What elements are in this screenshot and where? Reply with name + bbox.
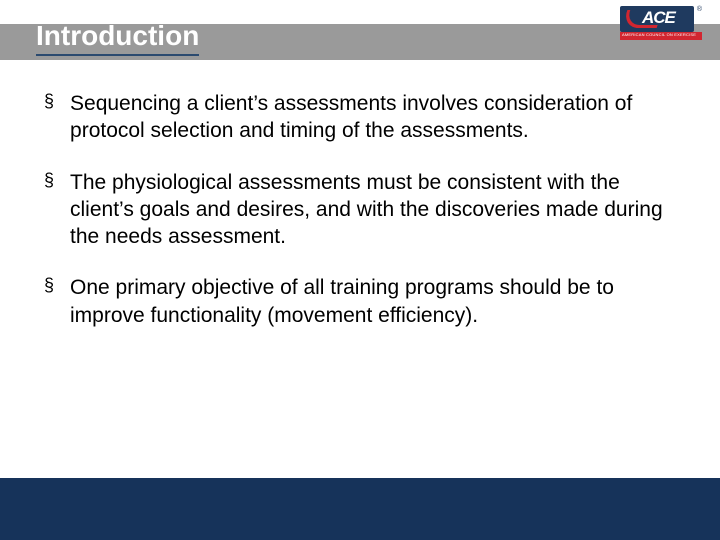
bullet-list: § Sequencing a client’s assessments invo… — [44, 90, 688, 353]
bullet-marker-icon: § — [44, 274, 54, 297]
bullet-marker-icon: § — [44, 90, 54, 113]
list-item: § One primary objective of all training … — [44, 274, 688, 329]
list-item: § The physiological assessments must be … — [44, 169, 688, 251]
brand-logo: ACE ® AMERICAN COUNCIL ON EXERCISE — [620, 6, 702, 44]
bullet-text: The physiological assessments must be co… — [70, 169, 688, 251]
logo-text: ACE — [642, 8, 675, 28]
logo-tagline: AMERICAN COUNCIL ON EXERCISE — [622, 32, 696, 37]
logo-registered-icon: ® — [697, 6, 702, 13]
slide-title: Introduction — [36, 20, 199, 56]
bullet-text: One primary objective of all training pr… — [70, 274, 688, 329]
list-item: § Sequencing a client’s assessments invo… — [44, 90, 688, 145]
footer-band — [0, 478, 720, 540]
bullet-marker-icon: § — [44, 169, 54, 192]
bullet-text: Sequencing a client’s assessments involv… — [70, 90, 688, 145]
